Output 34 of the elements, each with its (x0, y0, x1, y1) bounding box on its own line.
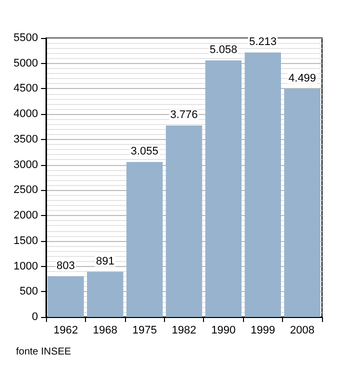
y-tick-label: 0 (32, 311, 38, 323)
y-tick-label: 1000 (14, 260, 38, 272)
bar (284, 88, 320, 317)
data-label: 3.776 (170, 108, 198, 121)
x-tick-label: 1975 (132, 324, 157, 336)
data-label: 3.055 (130, 146, 158, 158)
data-label: 5.058 (210, 44, 238, 56)
bar (244, 52, 281, 317)
x-tick-label: 1962 (53, 324, 78, 336)
y-tick-label: 5000 (14, 57, 38, 70)
bar (126, 162, 163, 317)
y-tick-label: 3000 (14, 158, 38, 171)
y-tick-label: 4500 (14, 82, 38, 95)
y-tick-label: 3500 (14, 133, 38, 146)
y-tick-label: 2500 (14, 184, 38, 196)
y-tick-label: 4000 (14, 108, 38, 120)
data-label: 891 (96, 255, 114, 268)
bar (166, 125, 202, 317)
x-tick-label: 1982 (172, 324, 196, 336)
y-tick-label: 2000 (14, 210, 38, 222)
y-tick-label: 5500 (14, 32, 38, 44)
y-tick-label: 1500 (14, 234, 38, 247)
bar (205, 60, 242, 317)
x-tick-label: 1999 (250, 324, 276, 336)
bar (48, 276, 84, 317)
x-tick-label: 2008 (290, 324, 315, 336)
bar (87, 272, 124, 317)
x-tick-label: 1968 (92, 324, 118, 336)
source-note: fonte INSEE (16, 346, 72, 358)
data-label: 5.213 (249, 36, 277, 48)
data-label: 803 (56, 260, 75, 272)
y-tick-label: 500 (20, 286, 38, 298)
x-tick-label: 1990 (211, 324, 236, 336)
data-label: 4.499 (288, 72, 316, 84)
